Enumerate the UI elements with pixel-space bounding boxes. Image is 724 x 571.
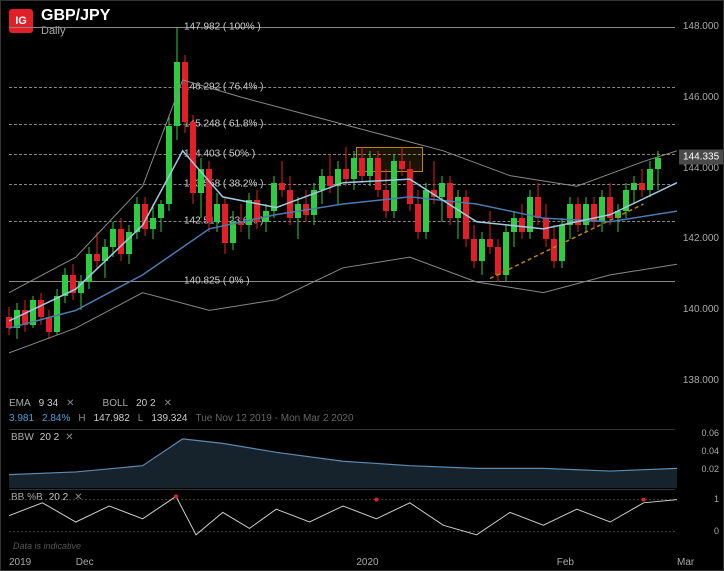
current-price-tag: 144.335 [679, 149, 723, 164]
x-tick: 2020 [356, 557, 378, 568]
fib-line [9, 87, 675, 88]
bbw-y-tick: 0.02 [675, 464, 719, 474]
boll-params: 20 2 [136, 398, 155, 409]
fib-label: 140.825 ( 0% ) [184, 276, 250, 287]
bbpb-y-tick: 0 [675, 526, 719, 536]
boll-label: BOLL [103, 398, 129, 409]
bbw-y-tick: 0.04 [675, 446, 719, 456]
low-val: 139.324 [151, 413, 187, 424]
fib-line [9, 27, 675, 28]
chart-container: IG GBP/JPY Daily 147.982 ( 100% )146.292… [0, 0, 724, 571]
time-x-axis: 2019Dec2020FebMar [9, 552, 675, 570]
x-tick: Feb [557, 557, 574, 568]
boll-close-icon[interactable]: ✕ [164, 398, 172, 409]
bbpb-y-tick: 1 [675, 494, 719, 504]
high-label: H [78, 413, 85, 424]
ohlc-row: 3.981 2.84% H 147.982 L 139.324 Tue Nov … [9, 413, 354, 424]
ema-close-icon[interactable]: ✕ [66, 398, 74, 409]
fib-label: 147.982 ( 100% ) [184, 22, 261, 33]
x-tick: 2019 [9, 557, 31, 568]
low-label: L [138, 413, 144, 424]
y-tick: 144.000 [675, 163, 719, 174]
x-tick: Dec [76, 557, 94, 568]
y-tick: 146.000 [675, 92, 719, 103]
x-tick: Mar [677, 557, 694, 568]
y-tick: 138.000 [675, 375, 719, 386]
fib-label: 146.292 ( 76.4% ) [184, 82, 264, 93]
ohlc-val1: 3.981 [9, 413, 34, 424]
bbw-indicator-panel[interactable]: BBW 20 2 ✕ [9, 429, 675, 487]
date-range: Tue Nov 12 2019 - Mon Mar 2 2020 [196, 413, 354, 424]
fib-line [9, 184, 675, 185]
bbpb-y-axis: 01 [675, 489, 723, 537]
fib-line [9, 281, 675, 282]
bbw-y-tick: 0.06 [675, 428, 719, 438]
y-tick: 148.000 [675, 21, 719, 32]
main-price-chart[interactable]: 147.982 ( 100% )146.292 ( 76.4% )145.248… [9, 9, 675, 399]
bbpb-indicator-panel[interactable]: BB %B 20 2 ✕ [9, 489, 675, 537]
disclaimer-text: Data is indicative [13, 541, 81, 551]
ema-params: 9 34 [39, 398, 58, 409]
high-val: 147.982 [94, 413, 130, 424]
price-y-axis: 138.000 140.000 142.000 144.000 146.000 148.0… [675, 9, 723, 399]
fib-line [9, 124, 675, 125]
ohlc-val2: 2.84% [42, 413, 70, 424]
y-tick: 140.000 [675, 304, 719, 315]
indicator-info-row: EMA 9 34 ✕ BOLL 20 2 ✕ [9, 398, 172, 409]
y-tick: 142.000 [675, 233, 719, 244]
fib-line [9, 154, 675, 155]
bbw-y-axis: 0.02 0.04 0.06 [675, 429, 723, 487]
ema-label: EMA [9, 398, 31, 409]
